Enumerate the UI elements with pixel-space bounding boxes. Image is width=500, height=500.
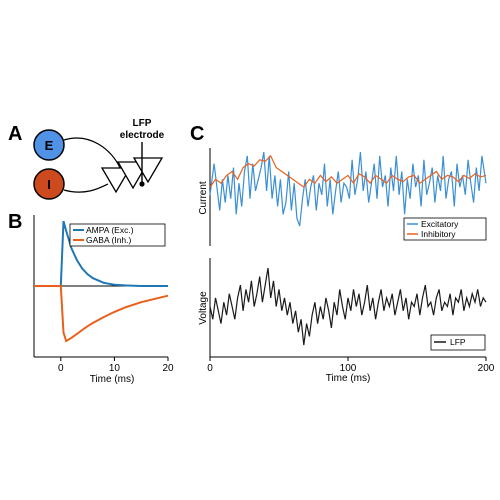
inh-population-circle (33, 168, 65, 200)
x-tick-label: 200 (478, 363, 495, 374)
electrode-label-line1: LFP (133, 118, 152, 129)
panel-c-bottom-ticks: 0 100 200 (207, 357, 495, 374)
panel-b-chart: 0 10 20 Time (ms) AMPA (Exc.) GABA (Inh.) (33, 215, 174, 385)
x-tick-label: 10 (109, 363, 121, 374)
legend-label-ampa: AMPA (Exc.) (86, 225, 134, 235)
panel-b-ticks: 0 10 20 (58, 357, 174, 374)
panel-label-c: C (190, 123, 204, 145)
electrode-tip (139, 181, 145, 187)
panel-c-top-y-axis-label: Current (198, 181, 209, 215)
panel-c-bottom-legend-box (430, 334, 486, 351)
panel-c-top-legend-box (403, 217, 487, 241)
schematic: E I LFP electrode (33, 118, 165, 200)
x-tick-label: 0 (58, 363, 64, 374)
gaba-trace (34, 285, 169, 343)
panel-b-legend: AMPA (Exc.) GABA (Inh.) (69, 223, 166, 247)
excitatory-current-trace (209, 151, 487, 227)
inhibitory-current-trace (209, 154, 487, 188)
x-tick-label: 0 (207, 363, 213, 374)
panel-c-bottom-legend: LFP (430, 334, 486, 351)
panel-b-legend-box (69, 223, 166, 247)
pyramidal-neuron-3 (132, 157, 164, 184)
ampa-trace (34, 220, 168, 287)
pyramidal-neuron-1 (100, 167, 132, 194)
exc-population-circle (33, 129, 65, 161)
legend-label-excitatory: Excitatory (421, 219, 459, 229)
lfp-voltage-trace (209, 267, 487, 346)
panel-c-bottom-x-axis-label: Time (ms) (326, 373, 371, 384)
panel-label-a: A (8, 123, 22, 145)
panel-b-x-axis-label: Time (ms) (90, 374, 135, 385)
exc-population-label: E (45, 138, 54, 153)
x-tick-label: 20 (162, 363, 174, 374)
panel-c-bottom-chart: 0 100 200 Voltage Time (ms) LFP (198, 258, 495, 384)
panel-c-top-legend: Excitatory Inhibitory (403, 217, 487, 241)
legend-label-gaba: GABA (Inh.) (86, 235, 132, 245)
inh-population-label: I (47, 177, 51, 192)
exc-projection-line (63, 137, 121, 169)
legend-label-lfp: LFP (450, 337, 466, 347)
panel-label-b: B (8, 211, 22, 233)
electrode-label-line2: electrode (120, 130, 165, 141)
panel-c-top-chart: Current Excitatory Inhibitory (198, 148, 487, 246)
x-tick-label: 100 (340, 363, 357, 374)
panel-c-bottom-y-axis-label: Voltage (198, 291, 209, 325)
legend-label-inhibitory: Inhibitory (421, 229, 456, 239)
inh-projection-line (63, 183, 109, 193)
